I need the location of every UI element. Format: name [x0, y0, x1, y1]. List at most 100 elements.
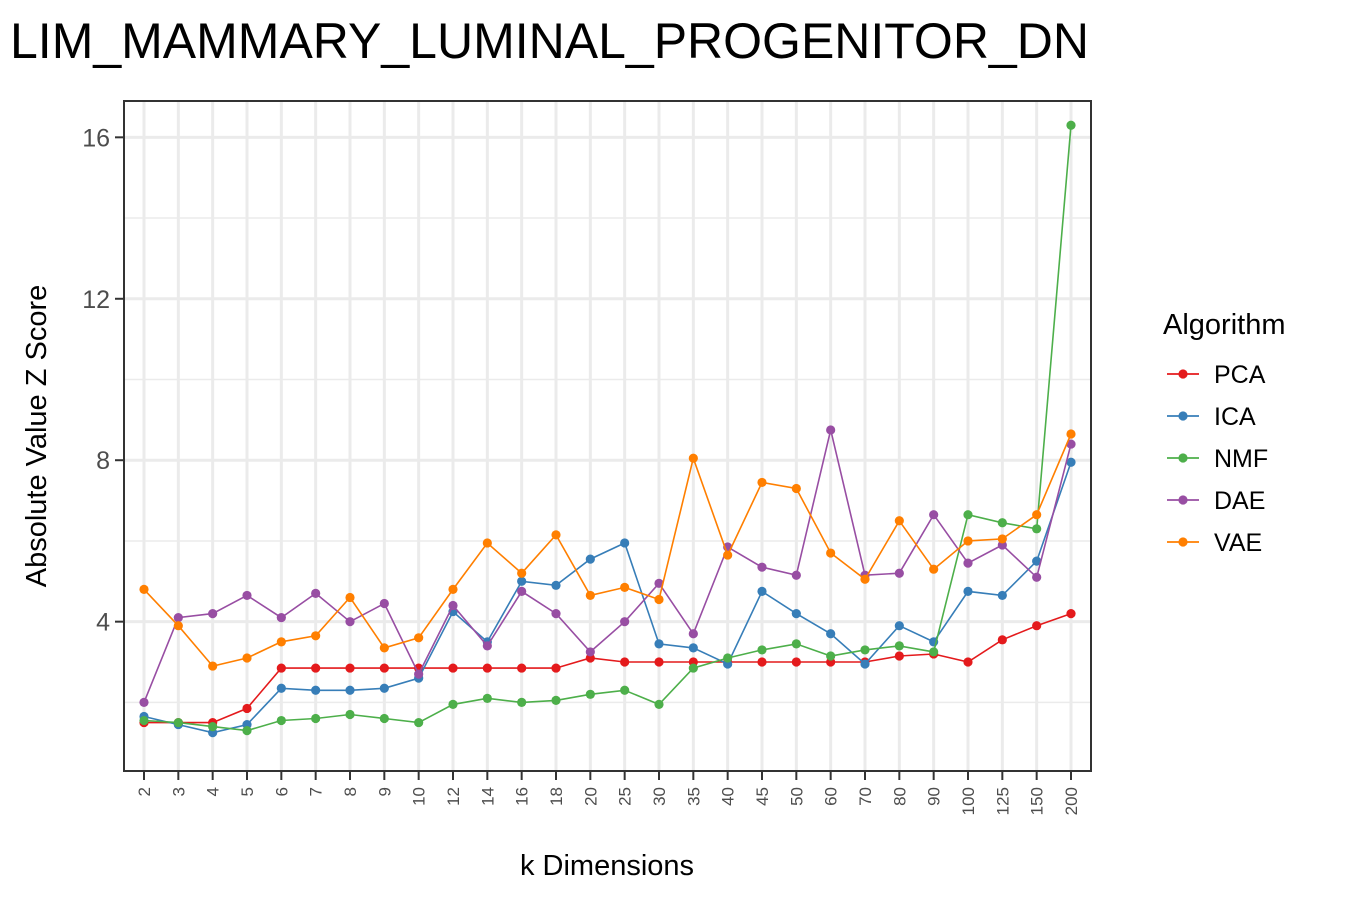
data-point-pca [242, 703, 252, 714]
y-tick-label: 4 [96, 609, 110, 637]
x-tick-label: 18 [547, 787, 566, 806]
data-point-vae [173, 621, 183, 631]
legend-key-point-vae [1178, 537, 1188, 547]
legend-title: Algorithm [1163, 309, 1286, 341]
data-point-pca [345, 663, 355, 673]
x-tick-label: 14 [478, 787, 497, 806]
data-point-nmf [517, 697, 527, 707]
data-point-vae [276, 637, 286, 647]
legend-label-nmf: NMF [1214, 445, 1268, 473]
data-point-vae [688, 453, 698, 463]
x-tick-label: 9 [375, 787, 394, 796]
data-point-vae [894, 516, 904, 526]
data-point-ica [894, 621, 904, 631]
data-point-ica [963, 586, 973, 596]
data-point-dae [1066, 439, 1076, 449]
data-point-nmf [826, 651, 836, 661]
data-point-nmf [448, 699, 458, 710]
data-point-ica [517, 576, 527, 586]
data-point-nmf [723, 653, 733, 663]
series-line-ica [143, 461, 1072, 734]
data-point-ica [311, 685, 321, 695]
data-point-pca [517, 663, 527, 673]
data-point-nmf [208, 722, 218, 732]
data-point-vae [997, 534, 1007, 544]
x-tick-label: 3 [169, 787, 188, 796]
data-point-dae [791, 570, 801, 580]
data-point-vae [551, 530, 561, 540]
x-tick-label: 90 [925, 787, 944, 806]
data-point-vae [311, 631, 321, 641]
x-tick-label: 150 [1028, 787, 1047, 815]
data-point-nmf [414, 717, 424, 728]
data-point-pca [757, 657, 767, 667]
data-point-nmf [173, 717, 183, 728]
data-point-ica [757, 586, 767, 596]
legend-label-dae: DAE [1214, 487, 1265, 515]
data-point-dae [688, 629, 698, 639]
data-point-pca [791, 657, 801, 667]
chart-title: LIM_MAMMARY_LUMINAL_PROGENITOR_DN [10, 13, 1089, 69]
x-tick-label: 10 [410, 787, 429, 806]
data-point-nmf [379, 713, 389, 724]
data-point-nmf [139, 715, 149, 726]
data-point-vae [963, 536, 973, 546]
series-line-vae [143, 433, 1072, 667]
data-point-ica [997, 590, 1007, 601]
data-point-ica [1066, 457, 1076, 467]
data-point-nmf [791, 639, 801, 649]
data-point-pca [276, 663, 286, 673]
data-point-nmf [585, 689, 595, 699]
data-point-vae [242, 653, 252, 663]
data-point-vae [517, 568, 527, 578]
data-point-ica [654, 639, 664, 649]
data-point-nmf [345, 709, 355, 720]
data-point-nmf [963, 510, 973, 520]
data-point-nmf [688, 663, 698, 673]
y-axis-label: Absolute Value Z Score [21, 285, 53, 588]
data-point-pca [1032, 621, 1042, 631]
data-point-dae [757, 562, 767, 572]
legend-key-point-pca [1178, 369, 1188, 379]
data-point-nmf [311, 713, 321, 724]
data-point-ica [688, 643, 698, 653]
x-tick-label: 70 [856, 787, 875, 806]
series-lines [139, 120, 1076, 738]
series-pca [139, 608, 1076, 728]
data-point-ica [620, 538, 630, 548]
legend: Algorithm PCA ICA NMF DAE VAE [1163, 309, 1286, 557]
data-point-pca [997, 635, 1007, 645]
x-tick-label: 30 [650, 787, 669, 806]
y-tick-label: 12 [82, 286, 110, 314]
data-point-ica [379, 683, 389, 693]
data-point-nmf [757, 645, 767, 655]
x-tick-label: 4 [204, 787, 223, 796]
data-point-pca [551, 663, 561, 673]
data-point-vae [482, 538, 492, 548]
data-point-vae [1032, 510, 1042, 520]
data-point-dae [311, 588, 321, 599]
data-point-dae [585, 647, 595, 657]
x-tick-label: 100 [959, 787, 978, 815]
series-dae [139, 425, 1076, 707]
data-point-vae [448, 584, 458, 594]
legend-item-pca: PCA [1167, 361, 1266, 389]
data-point-vae [826, 548, 836, 558]
data-point-ica [585, 554, 595, 564]
data-point-ica [276, 683, 286, 693]
series-vae [139, 429, 1076, 671]
legend-item-vae: VAE [1167, 529, 1262, 557]
data-point-dae [173, 613, 183, 623]
data-point-vae [1066, 429, 1076, 439]
data-point-dae [242, 590, 252, 601]
x-tick-label: 5 [238, 787, 257, 796]
x-tick-label: 2 [135, 787, 154, 796]
x-axis-label: k Dimensions [520, 850, 694, 882]
data-point-ica [860, 659, 870, 669]
x-tick-label: 7 [307, 787, 326, 796]
x-tick-label: 12 [444, 787, 463, 806]
data-point-dae [517, 586, 527, 596]
data-point-ica [345, 685, 355, 695]
data-point-nmf [482, 693, 492, 703]
